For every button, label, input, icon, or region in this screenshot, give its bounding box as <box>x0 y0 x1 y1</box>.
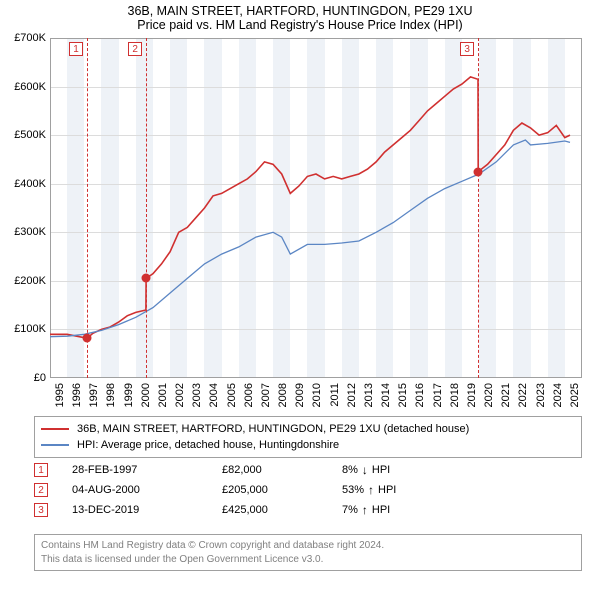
y-axis-label: £0 <box>34 372 46 384</box>
x-axis-label: 2025 <box>569 383 581 407</box>
title-line2: Price paid vs. HM Land Registry's House … <box>0 18 600 32</box>
x-axis-label: 2006 <box>243 383 255 407</box>
footer-line1: Contains HM Land Registry data © Crown c… <box>41 539 575 553</box>
event-price-2: £205,000 <box>222 484 342 496</box>
footer-line2: This data is licensed under the Open Gov… <box>41 553 575 567</box>
x-axis-label: 2021 <box>500 383 512 407</box>
legend-label-hpi: HPI: Average price, detached house, Hunt… <box>77 439 339 451</box>
event-marker-label: 3 <box>460 42 474 56</box>
chart-container: 36B, MAIN STREET, HARTFORD, HUNTINGDON, … <box>0 0 600 590</box>
legend-label-price: 36B, MAIN STREET, HARTFORD, HUNTINGDON, … <box>77 423 469 435</box>
event-marker-line <box>478 38 479 378</box>
x-axis-label: 2018 <box>449 383 461 407</box>
event-date-2: 04-AUG-2000 <box>72 484 222 496</box>
x-axis-label: 2004 <box>208 383 220 407</box>
arrow-up-icon: ↑ <box>368 483 374 497</box>
x-axis-label: 1997 <box>88 383 100 407</box>
x-axis-label: 2016 <box>414 383 426 407</box>
y-axis-label: £700K <box>14 32 46 44</box>
event-num-2: 2 <box>34 483 48 497</box>
x-axis-label: 2010 <box>311 383 323 407</box>
title-block: 36B, MAIN STREET, HARTFORD, HUNTINGDON, … <box>0 0 600 32</box>
event-marker-label: 2 <box>128 42 142 56</box>
y-axis-label: £100K <box>14 323 46 335</box>
event-num-1: 1 <box>34 463 48 477</box>
x-axis-label: 1999 <box>123 383 135 407</box>
legend-swatch-hpi <box>41 444 69 446</box>
event-row-3: 3 13-DEC-2019 £425,000 7% ↑ HPI <box>34 500 452 520</box>
y-axis-label: £400K <box>14 178 46 190</box>
y-axis-label: £600K <box>14 81 46 93</box>
x-axis-label: 2012 <box>346 383 358 407</box>
x-axis-label: 2015 <box>397 383 409 407</box>
x-axis-label: 2008 <box>277 383 289 407</box>
y-axis-label: £500K <box>14 129 46 141</box>
event-row-1: 1 28-FEB-1997 £82,000 8% ↓ HPI <box>34 460 452 480</box>
event-marker-line <box>87 38 88 378</box>
arrow-up-icon: ↑ <box>362 503 368 517</box>
x-axis-label: 1998 <box>105 383 117 407</box>
event-marker-label: 1 <box>69 42 83 56</box>
x-axis-label: 1996 <box>71 383 83 407</box>
y-axis-label: £300K <box>14 226 46 238</box>
legend-item-hpi: HPI: Average price, detached house, Hunt… <box>41 437 575 453</box>
x-axis-label: 1995 <box>54 383 66 407</box>
event-marker-dot <box>83 334 92 343</box>
x-axis-label: 2002 <box>174 383 186 407</box>
event-marker-dot <box>474 167 483 176</box>
series-line-hpi <box>50 140 570 337</box>
x-axis-label: 2024 <box>552 383 564 407</box>
arrow-down-icon: ↓ <box>362 463 368 477</box>
legend-box: 36B, MAIN STREET, HARTFORD, HUNTINGDON, … <box>34 416 582 458</box>
chart-lines-svg <box>50 38 582 378</box>
event-marker-line <box>146 38 147 378</box>
title-line1: 36B, MAIN STREET, HARTFORD, HUNTINGDON, … <box>0 4 600 18</box>
legend-swatch-price <box>41 428 69 430</box>
x-axis-label: 2013 <box>363 383 375 407</box>
x-axis-label: 2022 <box>517 383 529 407</box>
x-axis-label: 2003 <box>191 383 203 407</box>
y-axis-label: £200K <box>14 275 46 287</box>
x-axis-label: 2014 <box>380 383 392 407</box>
event-pct-3: 7% ↑ HPI <box>342 503 452 517</box>
x-axis-label: 2000 <box>140 383 152 407</box>
x-axis-label: 2017 <box>432 383 444 407</box>
event-date-3: 13-DEC-2019 <box>72 504 222 516</box>
event-pct-2: 53% ↑ HPI <box>342 483 452 497</box>
x-axis-label: 2005 <box>226 383 238 407</box>
event-pct-1: 8% ↓ HPI <box>342 463 452 477</box>
x-axis-label: 2007 <box>260 383 272 407</box>
series-line-price_paid <box>50 77 570 338</box>
event-row-2: 2 04-AUG-2000 £205,000 53% ↑ HPI <box>34 480 452 500</box>
event-marker-dot <box>142 274 151 283</box>
x-axis-label: 2001 <box>157 383 169 407</box>
chart-plot-area: 123 £0£100K£200K£300K£400K£500K£600K£700… <box>50 38 582 378</box>
event-date-1: 28-FEB-1997 <box>72 464 222 476</box>
x-axis-label: 2019 <box>466 383 478 407</box>
event-price-1: £82,000 <box>222 464 342 476</box>
x-axis-label: 2020 <box>483 383 495 407</box>
x-axis-label: 2011 <box>329 383 341 407</box>
x-axis-label: 2023 <box>535 383 547 407</box>
event-num-3: 3 <box>34 503 48 517</box>
footer-attribution: Contains HM Land Registry data © Crown c… <box>34 534 582 571</box>
legend-item-price: 36B, MAIN STREET, HARTFORD, HUNTINGDON, … <box>41 421 575 437</box>
events-table: 1 28-FEB-1997 £82,000 8% ↓ HPI 2 04-AUG-… <box>34 460 452 520</box>
event-price-3: £425,000 <box>222 504 342 516</box>
x-axis-label: 2009 <box>294 383 306 407</box>
